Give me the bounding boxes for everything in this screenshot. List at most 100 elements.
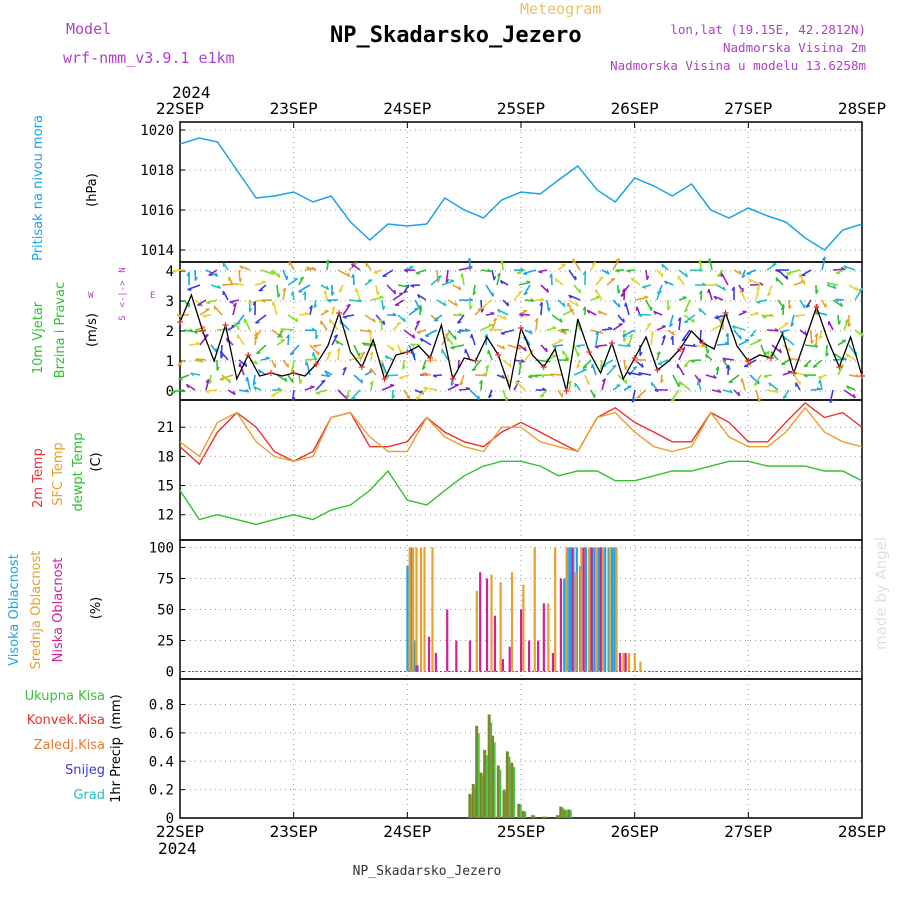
- wind-barb: [325, 290, 327, 300]
- wind-barb: [431, 276, 441, 285]
- wind-barb-head: [318, 351, 319, 355]
- wind-barb: [778, 323, 789, 330]
- wind-barb: [833, 359, 847, 360]
- y-tick-label: 12: [157, 508, 174, 524]
- model-label: Model: [66, 20, 111, 38]
- wind-barb: [404, 330, 415, 338]
- cloud-high-bar: [604, 547, 606, 671]
- cloud-low-bar: [469, 641, 471, 672]
- wind-barb: [750, 340, 761, 345]
- wind-barb: [385, 375, 398, 376]
- wind-barb: [200, 309, 209, 315]
- wind-barb-head: [178, 364, 182, 365]
- cloud-high-bar: [406, 566, 408, 671]
- wind-barb: [811, 330, 812, 344]
- x-label-bottom: 26SEP: [611, 822, 659, 841]
- legend-conv: Konvek.Kisa: [27, 713, 105, 728]
- wind-barb-head: [355, 288, 356, 292]
- wind-barb-head: [683, 297, 687, 298]
- wind-barb-head: [259, 290, 263, 291]
- wind-barb: [553, 345, 563, 346]
- y-tick-label: 1014: [140, 243, 174, 259]
- cloud-low-label: Niska Oblacnost: [51, 558, 66, 663]
- wind-barb-head: [239, 363, 240, 367]
- wind-barb-head: [227, 338, 228, 342]
- wind-label: 10m Vjetar: [31, 301, 46, 374]
- wind-barb: [255, 282, 266, 285]
- wind-gust-marker: [336, 310, 342, 316]
- y-tick-label: 1018: [140, 163, 174, 179]
- cloud-mid-bar: [622, 653, 624, 672]
- wind-barb: [514, 291, 522, 300]
- wind-barb-head: [771, 352, 772, 356]
- cloud-low-bar: [583, 547, 585, 671]
- cloud-low-bar: [428, 637, 430, 672]
- wind-gust-marker: [859, 373, 865, 379]
- wind-barb-head: [416, 398, 420, 399]
- wind-barb: [451, 345, 464, 348]
- wind-barb-head: [700, 378, 701, 382]
- x-label-bottom: 24SEP: [383, 822, 431, 841]
- precip-total-bar: [534, 815, 536, 818]
- cloud-high-bar: [585, 547, 587, 671]
- wind-barb-head: [266, 357, 270, 358]
- cloud-mid-bar: [409, 547, 411, 671]
- precip-total-bar: [509, 757, 511, 818]
- y-tick-label: 0.4: [149, 754, 174, 770]
- wind-gust-marker: [245, 352, 251, 358]
- cloud-low-bar: [455, 641, 457, 672]
- cloud-mid-bar: [639, 662, 641, 672]
- cloud-high-bar: [569, 547, 571, 671]
- footer-station: NP_Skadarsko_Jezero: [353, 864, 502, 879]
- wind-barb-head: [523, 274, 527, 275]
- x-label-top: 23SEP: [270, 99, 318, 118]
- wind-barb: [761, 345, 765, 356]
- wind-barb: [383, 270, 393, 276]
- wind-barb: [673, 375, 679, 387]
- y-tick-label: 0.6: [149, 726, 174, 742]
- wind-barb-head: [776, 278, 777, 282]
- cloud-high-bar: [597, 547, 599, 671]
- wind-barb-head: [697, 381, 698, 385]
- y-tick-label: 1020: [140, 123, 174, 139]
- wind-barb-head: [501, 333, 505, 334]
- precip-unit: (mm): [109, 694, 124, 729]
- x-label-top: 24SEP: [383, 99, 431, 118]
- wind-barb-head: [368, 280, 372, 281]
- wind-barb: [273, 302, 277, 315]
- precip-total-bar: [486, 755, 488, 818]
- wind-barb-head: [330, 319, 331, 323]
- precip-total-bar: [494, 742, 496, 818]
- precip-total-bar: [478, 733, 480, 818]
- wind-barb: [398, 345, 402, 354]
- wind-barb: [778, 270, 788, 279]
- wind-barb: [371, 297, 384, 300]
- wind-barb: [356, 288, 360, 300]
- x-label-bottom: 23SEP: [270, 822, 318, 841]
- wind-barb: [729, 375, 739, 383]
- wind-barb-head: [316, 393, 320, 394]
- cloud-low-bar: [509, 647, 511, 672]
- wind-gust-marker: [768, 355, 774, 361]
- wind-barb: [700, 260, 701, 270]
- wind-barb-head: [248, 303, 252, 304]
- x-label-bottom: 27SEP: [724, 822, 772, 841]
- y-tick-label: 4: [166, 264, 174, 280]
- wind-barb: [255, 315, 266, 323]
- cloud-mid-bar: [628, 653, 630, 672]
- cloud-mid-bar: [615, 547, 617, 671]
- wind-barb-head: [206, 303, 210, 304]
- wind-barb: [574, 370, 587, 375]
- cloud-mid-bar: [415, 547, 417, 671]
- wind-barb: [214, 306, 222, 315]
- wind-barb-head: [220, 379, 224, 380]
- wind-barb-head: [538, 272, 542, 273]
- y-tick-label: 21: [157, 420, 174, 436]
- cloud-low-bar: [552, 653, 554, 672]
- wind-barb: [757, 300, 767, 302]
- precip-total-bar: [513, 767, 515, 818]
- legend-frozen: Zaledj.Kisa: [34, 738, 105, 753]
- wind-barb: [247, 377, 250, 390]
- wind-barb: [316, 380, 325, 390]
- wind-barb-head: [310, 386, 314, 387]
